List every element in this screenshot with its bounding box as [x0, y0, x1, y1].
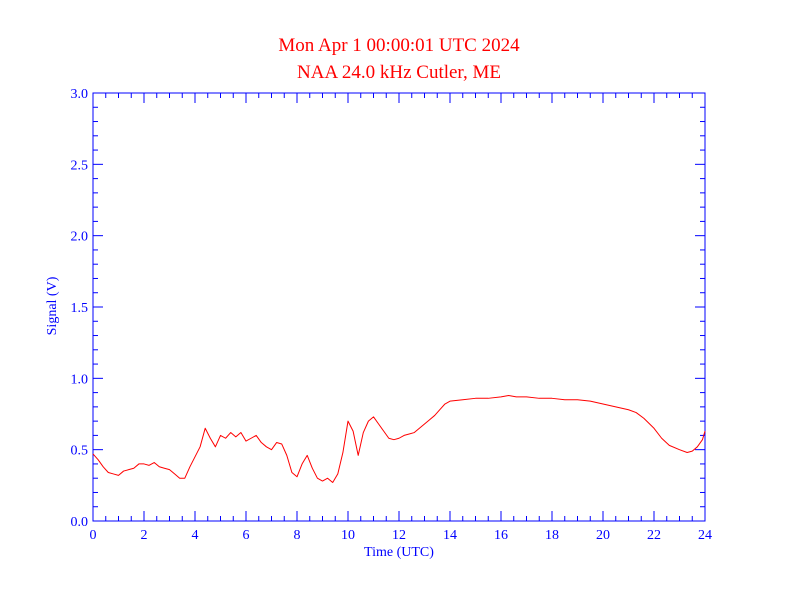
x-tick-label: 10	[341, 528, 355, 543]
x-tick-label: 2	[141, 528, 148, 543]
data-series	[92, 394, 706, 483]
y-tick-label: 1.5	[71, 301, 89, 316]
x-tick-label: 8	[294, 528, 301, 543]
chart-subtitle: NAA 24.0 kHz Cutler, ME	[297, 62, 501, 83]
chart-title: Mon Apr 1 00:00:01 UTC 2024	[278, 35, 520, 56]
y-tick-label: 2.0	[71, 230, 89, 245]
x-tick-label: 4	[192, 528, 199, 543]
x-axis-label: Time (UTC)	[364, 545, 434, 560]
y-tick-label: 2.5	[71, 158, 89, 173]
signal-line	[92, 394, 706, 483]
axes: 0 2 4 6 8 10 12 14 16 18 20 22 240.00.51.01.52.02.53…	[71, 87, 713, 543]
y-tick-label: 0.0	[71, 515, 89, 530]
x-tick-label: 12	[392, 528, 406, 543]
y-tick-label: 0.5	[71, 444, 89, 459]
x-tick-label: 24	[698, 528, 712, 543]
x-tick-label: 14	[443, 528, 457, 543]
plot-frame	[92, 92, 706, 522]
x-tick-label: 22	[647, 528, 661, 543]
x-tick-label: 18	[545, 528, 559, 543]
y-axis-label: Signal (V)	[45, 276, 60, 335]
x-tick-label: 16	[494, 528, 508, 543]
y-tick-label: 3.0	[71, 87, 89, 102]
x-tick-label: 0	[90, 528, 97, 543]
x-tick-label: 20	[596, 528, 610, 543]
y-tick-label: 1.0	[71, 372, 89, 387]
x-tick-label: 6	[243, 528, 250, 543]
